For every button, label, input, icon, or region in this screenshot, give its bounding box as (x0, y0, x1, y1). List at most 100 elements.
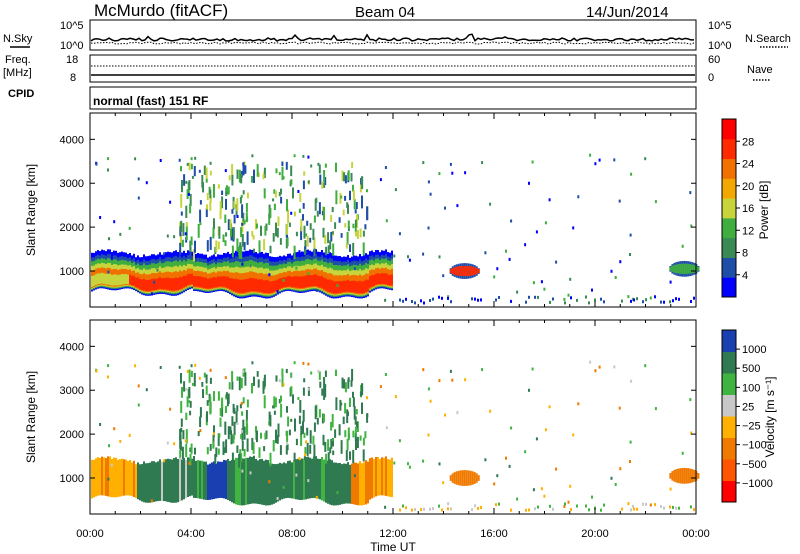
power-scatter-cell (233, 214, 236, 224)
power-scatter-cell (354, 209, 357, 214)
x-axis-tick-labels: 00:00 04:00 08:00 12:00 16:00 20:00 00:00 (76, 528, 710, 540)
power-echo-cell (141, 279, 143, 290)
velocity-sparse-cell (137, 384, 140, 388)
velocity-echo-cell (141, 464, 143, 502)
power-scatter-cell (292, 187, 294, 199)
velocity-scatter-cell (356, 436, 359, 449)
power-sparse-cell (286, 234, 288, 238)
power-scatter-cell (213, 218, 215, 229)
power-echo-cell (131, 275, 133, 286)
power-echo-cell (291, 277, 293, 288)
power-scatter-cell (329, 240, 332, 250)
velocity-sparse-cell (249, 471, 252, 475)
velocity-scatter-cell (236, 445, 239, 453)
power-echo-cell (335, 281, 337, 294)
velocity-echo-cell (271, 463, 273, 505)
velocity-sparse-cell (278, 379, 281, 383)
power-patch-core (685, 263, 688, 274)
power-scatter-cell (241, 233, 244, 247)
velocity-scatter-cell (300, 425, 303, 435)
power-echo-cell (389, 275, 391, 286)
power-nearrange-cell (432, 297, 434, 301)
velocity-scatter-cell (280, 395, 282, 402)
velocity-scatter-cell (288, 429, 291, 436)
power-sparse-cell (310, 164, 313, 168)
velocity-sparse-cell (493, 482, 496, 486)
power-patch-core (475, 267, 478, 275)
velocity-echo-field (91, 360, 700, 512)
power-echo-cell (137, 277, 139, 288)
velocity-patch-cell (467, 470, 470, 486)
velocity-scatter-cell (302, 387, 305, 396)
power-sparse-cell (540, 280, 543, 284)
velocity-echo-cell (335, 462, 337, 506)
velocity-echo-cell (221, 461, 223, 498)
colorbar-segment (722, 459, 736, 481)
velocity-echo-cell (371, 457, 373, 499)
velocity-nearrange-cell (498, 502, 500, 506)
velocity-nearrange-cell (600, 508, 602, 512)
power-scatter-cell (240, 173, 243, 184)
velocity-sparse-cell (577, 402, 580, 406)
power-scatter-cell (355, 202, 358, 210)
velocity-sparse-cell (163, 459, 166, 463)
power-sparse-cell (438, 255, 441, 259)
power-nearrange-cell (450, 300, 452, 304)
velocity-sparse-cell (107, 477, 110, 481)
power-scatter-cell (209, 170, 212, 176)
velocity-sparse-cell (689, 398, 692, 402)
power-sparse-cell (493, 275, 496, 279)
power-sparse-cell (690, 224, 693, 228)
power-scatter-cell (256, 164, 259, 177)
velocity-sparse-cell (532, 488, 535, 492)
noise-tick-bottom-right: 10^0 (708, 40, 732, 52)
power-nearrange-cell (414, 301, 416, 305)
nave-tick-top: 60 (708, 54, 720, 66)
power-ytick-label: 1000 (60, 266, 84, 278)
velocity-sparse-cell (190, 364, 193, 368)
power-scatter-cell (327, 245, 330, 254)
colorbar-tick-label: −1000 (742, 478, 773, 490)
velocity-scatter-cell (241, 440, 244, 451)
power-scatter-cell (303, 225, 306, 239)
velocity-echo-cell (159, 459, 161, 501)
power-sparse-cell (145, 181, 148, 185)
power-scatter-cell (209, 236, 212, 250)
velocity-patch-cell (689, 468, 692, 484)
power-nearrange-cell (636, 297, 638, 301)
velocity-nearrange-cell (588, 508, 590, 512)
velocity-scatter-cell (185, 433, 188, 444)
power-scatter-cell (353, 199, 356, 210)
power-ytick-label: 3000 (60, 178, 84, 190)
power-scatter-cell (350, 173, 353, 182)
velocity-scatter-cell (285, 368, 288, 374)
power-scatter-cell (324, 235, 327, 244)
power-echo-cell (201, 276, 203, 288)
velocity-scatter-cell (341, 377, 344, 389)
velocity-patch-cell (685, 468, 688, 484)
velocity-echo-cell (281, 463, 283, 500)
power-sparse-cell (166, 234, 169, 238)
power-sparse-cell (379, 178, 382, 182)
velocity-sparse-cell (484, 458, 487, 462)
velocity-echo-cell (279, 462, 281, 501)
power-scatter-cell (193, 249, 195, 262)
power-nearrange-cell (510, 299, 512, 303)
power-scatter-cell (268, 213, 271, 225)
colorbar-tick-label: 25 (742, 401, 754, 413)
power-echo-cell (365, 279, 367, 293)
velocity-echo-cell (367, 461, 369, 504)
power-scatter-cell (225, 185, 228, 192)
velocity-echo-cell (289, 460, 291, 499)
power-scatter-cell (293, 245, 296, 260)
power-sparse-cell (598, 158, 601, 162)
power-echo-cell (391, 274, 393, 286)
power-echo-cell (329, 279, 331, 293)
velocity-echo-cell (347, 462, 349, 504)
power-scatter-cell (180, 194, 183, 208)
velocity-scatter-cell (180, 418, 183, 427)
power-nearrange-cell (630, 299, 632, 303)
velocity-echo-cell (117, 459, 119, 497)
power-scatter-cell (323, 170, 326, 183)
power-scatter-cell (347, 170, 350, 181)
